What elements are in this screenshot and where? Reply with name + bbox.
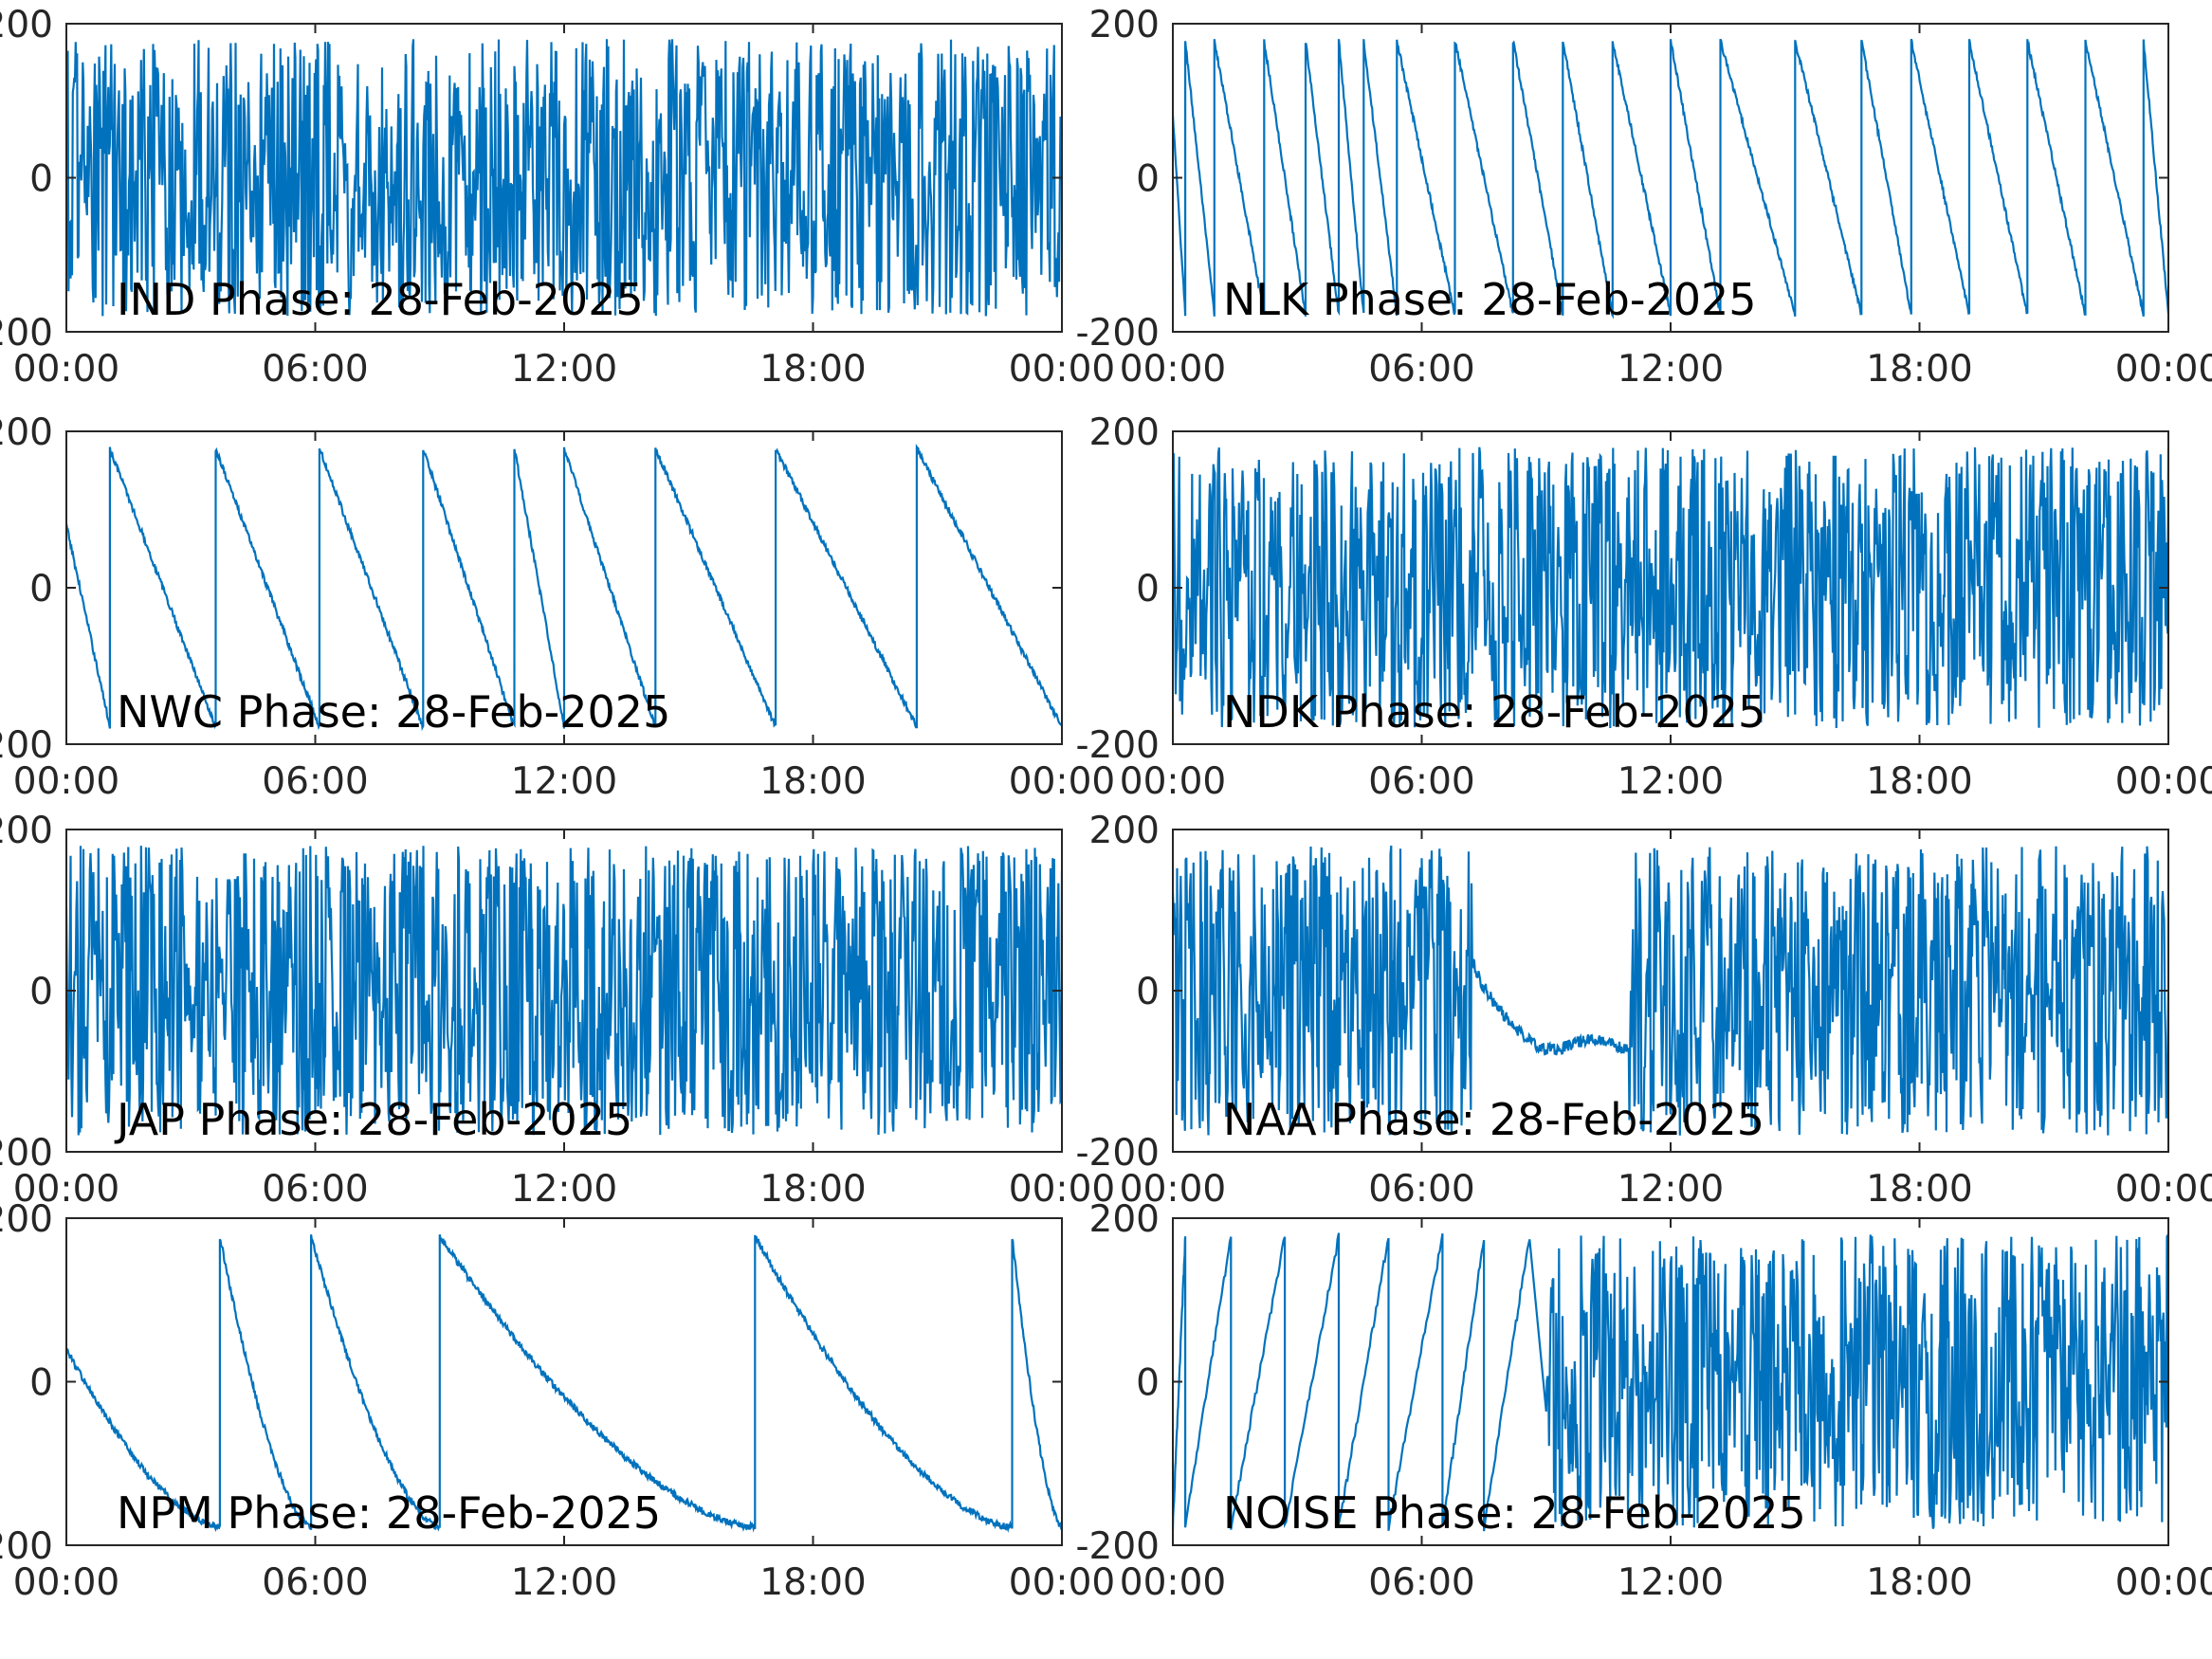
panel-title: NPM Phase: 28-Feb-2025 xyxy=(117,1487,661,1539)
x-tick-label: 06:00 xyxy=(262,348,368,391)
x-tick-label: 06:00 xyxy=(1368,1168,1474,1211)
x-tick-label: 00:00 xyxy=(1120,760,1226,803)
x-tick-label: 18:00 xyxy=(1866,348,1972,391)
x-tick-label: 18:00 xyxy=(759,760,866,803)
y-tick-label: -200 xyxy=(1075,724,1160,767)
x-tick-label: 00:00 xyxy=(1009,348,1115,391)
series-line xyxy=(66,846,1062,1136)
y-tick-label: -200 xyxy=(1075,1525,1160,1568)
x-tick-label: 06:00 xyxy=(262,1561,368,1604)
panel-title: NAA Phase: 28-Feb-2025 xyxy=(1223,1094,1764,1145)
y-tick-label: 0 xyxy=(29,1362,53,1405)
x-tick-label: 00:00 xyxy=(1120,1561,1226,1604)
x-tick-label: 00:00 xyxy=(2115,1561,2212,1604)
panel-title: JAP Phase: 28-Feb-2025 xyxy=(114,1094,632,1145)
y-tick-label: -200 xyxy=(0,724,53,767)
y-tick-label: 0 xyxy=(1136,568,1160,611)
x-tick-label: 12:00 xyxy=(511,1561,617,1604)
x-tick-label: 18:00 xyxy=(759,1168,866,1211)
y-tick-label: 0 xyxy=(1136,971,1160,1013)
x-tick-label: 18:00 xyxy=(1866,1561,1972,1604)
y-tick-label: -200 xyxy=(0,1525,53,1568)
series-line xyxy=(1173,845,2168,1136)
series-line xyxy=(1173,1232,2168,1532)
y-tick-label: -200 xyxy=(1075,1132,1160,1175)
series-line xyxy=(66,444,1062,732)
x-tick-label: 12:00 xyxy=(1618,348,1724,391)
x-tick-label: 12:00 xyxy=(1618,1561,1724,1604)
x-tick-label: 06:00 xyxy=(262,1168,368,1211)
y-tick-label: 0 xyxy=(29,158,53,201)
x-tick-label: 12:00 xyxy=(1618,1168,1724,1211)
y-tick-label: 200 xyxy=(1089,1198,1160,1241)
x-tick-label: 12:00 xyxy=(511,1168,617,1211)
x-tick-label: 18:00 xyxy=(759,348,866,391)
y-tick-label: -200 xyxy=(0,312,53,355)
x-tick-label: 00:00 xyxy=(2115,1168,2212,1211)
y-tick-label: -200 xyxy=(1075,312,1160,355)
series-line xyxy=(1173,38,2168,319)
y-tick-label: 200 xyxy=(0,4,53,46)
x-tick-label: 12:00 xyxy=(511,760,617,803)
x-tick-label: 00:00 xyxy=(1120,348,1226,391)
x-tick-label: 06:00 xyxy=(1368,1561,1474,1604)
x-tick-label: 18:00 xyxy=(1866,1168,1972,1211)
y-tick-label: 0 xyxy=(29,971,53,1013)
x-tick-label: 00:00 xyxy=(1009,1561,1115,1604)
x-tick-label: 00:00 xyxy=(1009,760,1115,803)
y-tick-label: 200 xyxy=(1089,411,1160,454)
x-tick-label: 00:00 xyxy=(2115,760,2212,803)
x-tick-label: 00:00 xyxy=(1120,1168,1226,1211)
x-tick-label: 00:00 xyxy=(13,348,119,391)
x-tick-label: 00:00 xyxy=(13,1168,119,1211)
x-tick-label: 00:00 xyxy=(2115,348,2212,391)
panel-title: NWC Phase: 28-Feb-2025 xyxy=(117,686,670,738)
series-line xyxy=(1173,447,2168,729)
y-tick-label: -200 xyxy=(0,1132,53,1175)
series-line xyxy=(66,39,1062,317)
y-tick-label: 0 xyxy=(1136,158,1160,201)
x-tick-label: 06:00 xyxy=(1368,348,1474,391)
x-tick-label: 18:00 xyxy=(1866,760,1972,803)
y-tick-label: 200 xyxy=(0,411,53,454)
panel-title: NLK Phase: 28-Feb-2025 xyxy=(1223,274,1757,325)
x-tick-label: 00:00 xyxy=(13,1561,119,1604)
y-tick-label: 200 xyxy=(0,810,53,852)
x-tick-label: 12:00 xyxy=(1618,760,1724,803)
x-tick-label: 18:00 xyxy=(759,1561,866,1604)
y-tick-label: 200 xyxy=(1089,810,1160,852)
series-line xyxy=(66,1234,1062,1533)
y-tick-label: 0 xyxy=(1136,1362,1160,1405)
panel-title: NDK Phase: 28-Feb-2025 xyxy=(1223,686,1765,738)
x-tick-label: 06:00 xyxy=(262,760,368,803)
panel-title: IND Phase: 28-Feb-2025 xyxy=(117,274,644,325)
x-tick-label: 06:00 xyxy=(1368,760,1474,803)
y-tick-label: 200 xyxy=(0,1198,53,1241)
x-tick-label: 00:00 xyxy=(1009,1168,1115,1211)
x-tick-label: 00:00 xyxy=(13,760,119,803)
x-tick-label: 12:00 xyxy=(511,348,617,391)
y-tick-label: 200 xyxy=(1089,4,1160,46)
y-tick-label: 0 xyxy=(29,568,53,611)
panel-title: NOISE Phase: 28-Feb-2025 xyxy=(1223,1487,1806,1539)
